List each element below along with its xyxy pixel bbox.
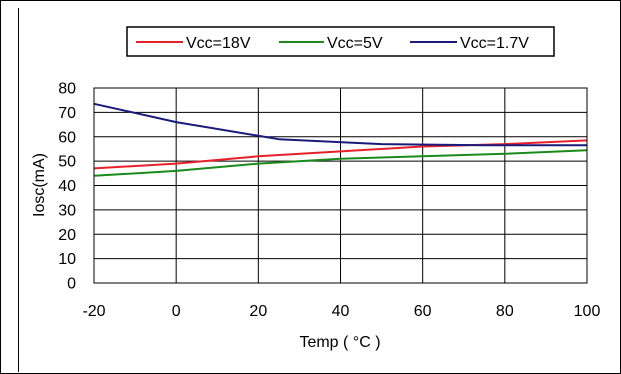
- x-axis-title: Temp ( °C ): [299, 334, 380, 351]
- x-tick-labels: -20 0 20 40 60 80 100: [82, 303, 600, 320]
- x-tick-label: 80: [496, 303, 514, 320]
- plot-border: [93, 87, 588, 284]
- series-lines: [93, 102, 588, 177]
- y-tick-label: 60: [58, 129, 76, 146]
- legend: Vcc=18V Vcc=5V Vcc=1.7V: [126, 26, 555, 57]
- legend-label-2: Vcc=1.7V: [460, 35, 529, 52]
- legend-label-1: Vcc=5V: [327, 35, 383, 52]
- y-tick-label: 50: [58, 154, 76, 171]
- series-line-1: [93, 149, 588, 177]
- y-tick-label: 20: [58, 227, 76, 244]
- y-axis-title: Iosc(mA): [31, 153, 48, 217]
- x-tick-label: 0: [172, 303, 181, 320]
- y-tick-label: 40: [58, 178, 76, 195]
- y-tick-label: 70: [58, 105, 76, 122]
- series-line-0: [93, 139, 588, 170]
- x-tick-label: -20: [82, 303, 105, 320]
- series-line-2: [93, 102, 587, 147]
- legend-box: [126, 26, 555, 57]
- x-tick-label: 60: [414, 303, 432, 320]
- y-tick-label: 10: [58, 251, 76, 268]
- x-tick-label: 20: [249, 303, 267, 320]
- y-tick-label: 80: [58, 81, 76, 98]
- plot-area: [93, 87, 588, 284]
- y-tick-label: 30: [58, 202, 76, 219]
- y-tick-labels: 0 10 20 30 40 50 60 70 80: [58, 81, 76, 293]
- y-tick-label: 0: [67, 276, 76, 293]
- legend-label-0: Vcc=18V: [186, 35, 251, 52]
- x-tick-label: 100: [574, 303, 601, 320]
- x-tick-label: 40: [332, 303, 350, 320]
